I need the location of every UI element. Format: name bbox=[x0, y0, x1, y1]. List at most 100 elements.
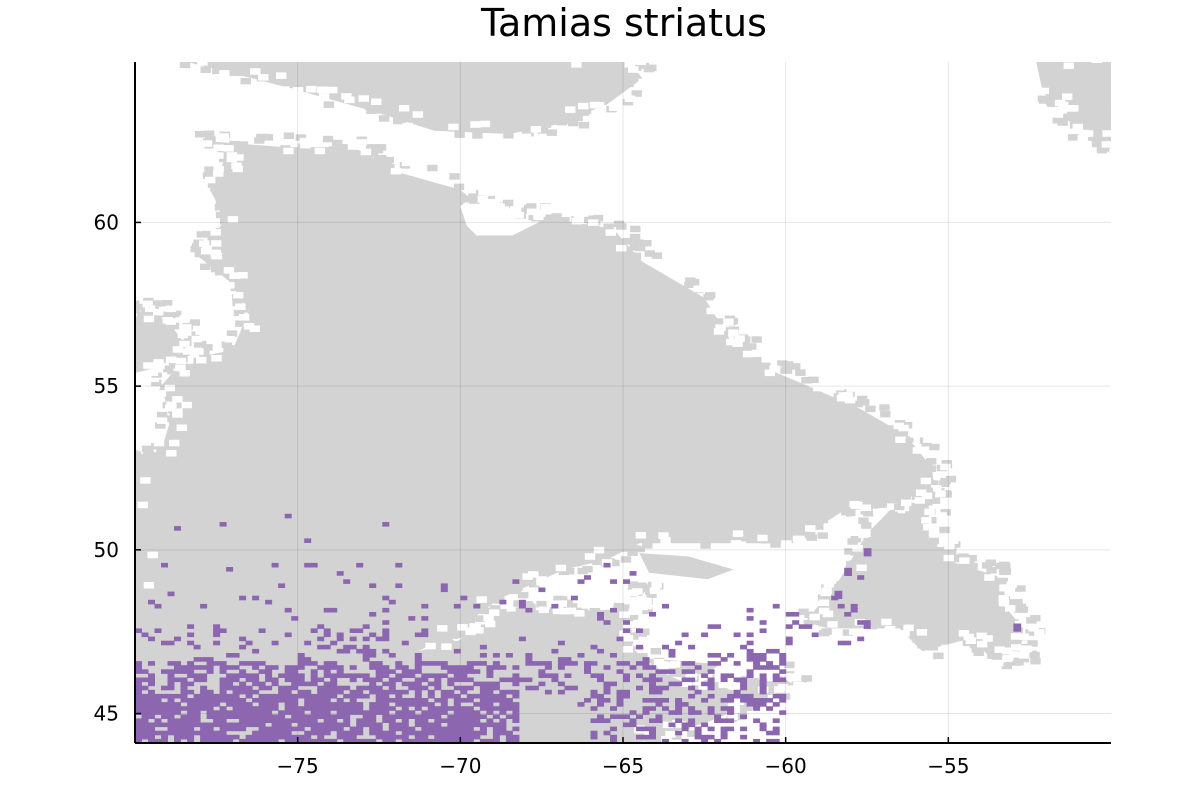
presence-cell bbox=[272, 682, 279, 687]
presence-cell bbox=[187, 682, 194, 687]
presence-cell bbox=[285, 702, 292, 707]
presence-cell bbox=[656, 698, 663, 703]
coast-cell bbox=[238, 70, 248, 77]
presence-cell bbox=[298, 727, 305, 732]
presence-cell bbox=[493, 723, 500, 728]
presence-cell bbox=[233, 678, 240, 683]
presence-cell bbox=[369, 583, 376, 588]
presence-cell bbox=[363, 714, 370, 719]
presence-cell bbox=[233, 665, 240, 670]
coast-gap-cell bbox=[826, 577, 836, 584]
presence-cell bbox=[773, 649, 780, 654]
presence-cell bbox=[187, 633, 194, 638]
presence-cell bbox=[168, 641, 175, 646]
presence-cell bbox=[721, 673, 728, 678]
presence-cell bbox=[330, 682, 337, 687]
presence-cell bbox=[350, 665, 357, 670]
presence-cell bbox=[395, 727, 402, 732]
presence-cell bbox=[317, 706, 324, 711]
presence-cell bbox=[512, 714, 519, 719]
presence-cell bbox=[259, 702, 266, 707]
coast-cell bbox=[987, 652, 997, 659]
presence-cell bbox=[643, 698, 650, 703]
presence-cell bbox=[447, 690, 454, 695]
presence-cell bbox=[142, 731, 149, 736]
presence-cell bbox=[213, 714, 220, 719]
presence-cell bbox=[181, 678, 188, 683]
coast-cell bbox=[454, 131, 464, 138]
presence-cell bbox=[174, 702, 181, 707]
coast-gap-cell bbox=[1019, 633, 1029, 640]
presence-cell bbox=[213, 661, 220, 666]
presence-cell bbox=[356, 702, 363, 707]
coast-gap-cell bbox=[441, 643, 451, 650]
coast-gap-cell bbox=[556, 565, 566, 572]
presence-cell bbox=[194, 694, 201, 699]
presence-cell bbox=[330, 714, 337, 719]
presence-cell bbox=[382, 690, 389, 695]
presence-cell bbox=[220, 522, 227, 527]
coast-cell bbox=[224, 345, 234, 352]
presence-cell bbox=[591, 673, 598, 678]
coast-gap-cell bbox=[597, 597, 607, 604]
presence-cell bbox=[291, 698, 298, 703]
presence-cell bbox=[226, 723, 233, 728]
presence-cell bbox=[421, 702, 428, 707]
presence-cell bbox=[311, 714, 318, 719]
coast-cell bbox=[329, 146, 339, 153]
presence-cell bbox=[239, 718, 246, 723]
presence-cell bbox=[792, 620, 799, 625]
presence-cell bbox=[740, 714, 747, 719]
presence-cell bbox=[304, 641, 311, 646]
presence-cell bbox=[415, 706, 422, 711]
presence-cell bbox=[246, 673, 253, 678]
presence-cell bbox=[135, 727, 142, 732]
presence-cell bbox=[493, 686, 500, 691]
presence-cell bbox=[591, 718, 598, 723]
coast-gap-cell bbox=[805, 525, 815, 532]
presence-cell bbox=[376, 669, 383, 674]
presence-cell bbox=[239, 714, 246, 719]
presence-cell bbox=[460, 690, 467, 695]
coast-cell bbox=[616, 223, 626, 230]
presence-cell bbox=[363, 694, 370, 699]
presence-cell bbox=[467, 710, 474, 715]
presence-cell bbox=[688, 723, 695, 728]
presence-cell bbox=[337, 637, 344, 642]
presence-cell bbox=[343, 686, 350, 691]
coast-gap-cell bbox=[156, 390, 166, 397]
presence-cell bbox=[304, 735, 311, 740]
presence-cell bbox=[421, 678, 428, 683]
presence-cell bbox=[734, 694, 741, 699]
presence-cell bbox=[220, 661, 227, 666]
presence-cell bbox=[337, 633, 344, 638]
coast-gap-cell bbox=[574, 211, 584, 218]
coast-gap-cell bbox=[993, 660, 1003, 667]
coast-gap-cell bbox=[631, 621, 641, 628]
presence-cell bbox=[278, 690, 285, 695]
presence-cell bbox=[187, 698, 194, 703]
presence-cell bbox=[213, 698, 220, 703]
presence-cell bbox=[584, 661, 591, 666]
presence-cell bbox=[311, 682, 318, 687]
coast-gap-cell bbox=[856, 565, 866, 572]
presence-cell bbox=[760, 665, 767, 670]
presence-cell bbox=[415, 702, 422, 707]
presence-cell bbox=[382, 633, 389, 638]
coast-cell bbox=[818, 532, 828, 539]
coast-gap-cell bbox=[823, 611, 833, 618]
presence-cell bbox=[643, 678, 650, 683]
presence-cell bbox=[181, 723, 188, 728]
presence-cell bbox=[246, 678, 253, 683]
presence-cell bbox=[220, 714, 227, 719]
presence-cell bbox=[350, 727, 357, 732]
presence-cell bbox=[682, 723, 689, 728]
presence-cell bbox=[161, 710, 168, 715]
y-tick-label: 45 bbox=[94, 702, 119, 726]
presence-cell bbox=[467, 727, 474, 732]
presence-cell bbox=[200, 673, 207, 678]
presence-cell bbox=[246, 694, 253, 699]
presence-cell bbox=[382, 665, 389, 670]
coast-gap-cell bbox=[1011, 644, 1021, 651]
presence-cell bbox=[656, 714, 663, 719]
